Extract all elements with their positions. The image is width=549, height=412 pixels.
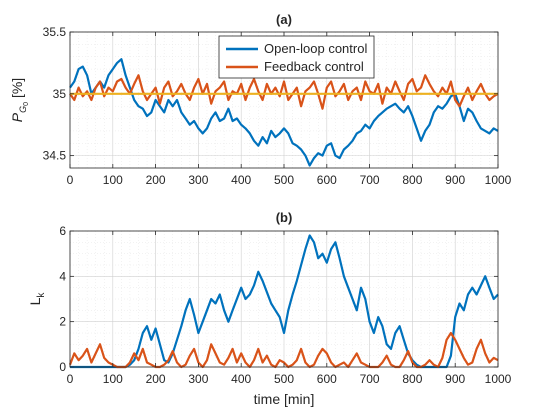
legend-label-feedback: Feedback control	[264, 59, 364, 74]
y-tick-label: 2	[59, 315, 66, 329]
x-tick-label: 200	[146, 173, 166, 187]
panel-b-title: (b)	[276, 210, 293, 225]
x-tick-label: 1000	[485, 173, 512, 187]
x-tick-label: 100	[103, 372, 123, 386]
x-tick-label: 700	[360, 173, 380, 187]
panel-a-ylabel-main: P	[9, 112, 25, 122]
panel-a-title: (a)	[276, 12, 292, 27]
x-tick-label: 100	[103, 173, 123, 187]
legend-box	[218, 35, 375, 79]
panel-b-feedback-line	[68, 331, 499, 369]
panel-a-ylabel-sub: G	[18, 106, 28, 113]
x-tick-label: 900	[445, 173, 465, 187]
panel-a-feedback-line	[69, 74, 499, 110]
y-tick-label: 35	[53, 87, 67, 101]
panel-a-ylabel-subsub: 0	[23, 102, 30, 106]
panel-a-open-loop-line	[69, 58, 499, 167]
x-tick-label: 700	[360, 372, 380, 386]
legend: Open-loop control Feedback control	[218, 35, 375, 79]
x-tick-label: 900	[445, 372, 465, 386]
svg-text:PG0 [%]: PG0 [%]	[9, 78, 30, 122]
x-tick-label: 400	[231, 173, 251, 187]
x-tick-label: 300	[188, 173, 208, 187]
x-tick-label: 0	[67, 173, 74, 187]
x-tick-label: 1000	[485, 372, 512, 386]
panel-b-ticks: 0 100 200 300 400 500 600 700 800 900 1000 0 2 4 6	[59, 224, 511, 386]
x-tick-label: 500	[274, 173, 294, 187]
x-tick-label: 300	[188, 372, 208, 386]
legend-label-open-loop: Open-loop control	[264, 41, 367, 56]
x-tick-label: 600	[317, 372, 337, 386]
y-tick-label: 35.5	[43, 25, 67, 39]
x-tick-label: 600	[317, 173, 337, 187]
y-tick-label: 4	[59, 269, 66, 283]
svg-text:Lk: Lk	[27, 292, 47, 306]
y-tick-label: 6	[59, 224, 66, 238]
panel-a-ylabel-unit: [%]	[9, 78, 25, 98]
panel-a-ylabel: PG0 [%]	[9, 78, 30, 122]
x-tick-label: 200	[146, 372, 166, 386]
x-tick-label: 400	[231, 372, 251, 386]
panel-a-series	[69, 58, 499, 167]
panel-b-ylabel: Lk	[27, 292, 47, 306]
panel-b-ylabel-sub: k	[36, 292, 47, 298]
panel-a: 0 100 200 300 400 500 600 700 800 900 1000 34.5 35 35…	[9, 12, 512, 187]
y-tick-label: 34.5	[43, 149, 67, 163]
panel-b: 0 100 200 300 400 500 600 700 800 900 1000 0 2 4 6 (b)…	[27, 210, 512, 407]
panel-b-ylabel-main: L	[27, 297, 43, 305]
x-tick-label: 800	[402, 372, 422, 386]
panel-b-xlabel: time [min]	[254, 391, 315, 407]
x-tick-label: 500	[274, 372, 294, 386]
panel-a-ticks: 0 100 200 300 400 500 600 700 800 900 1000 34.5 35 35…	[43, 25, 512, 187]
x-tick-label: 800	[402, 173, 422, 187]
x-tick-label: 0	[67, 372, 74, 386]
y-tick-label: 0	[59, 360, 66, 374]
